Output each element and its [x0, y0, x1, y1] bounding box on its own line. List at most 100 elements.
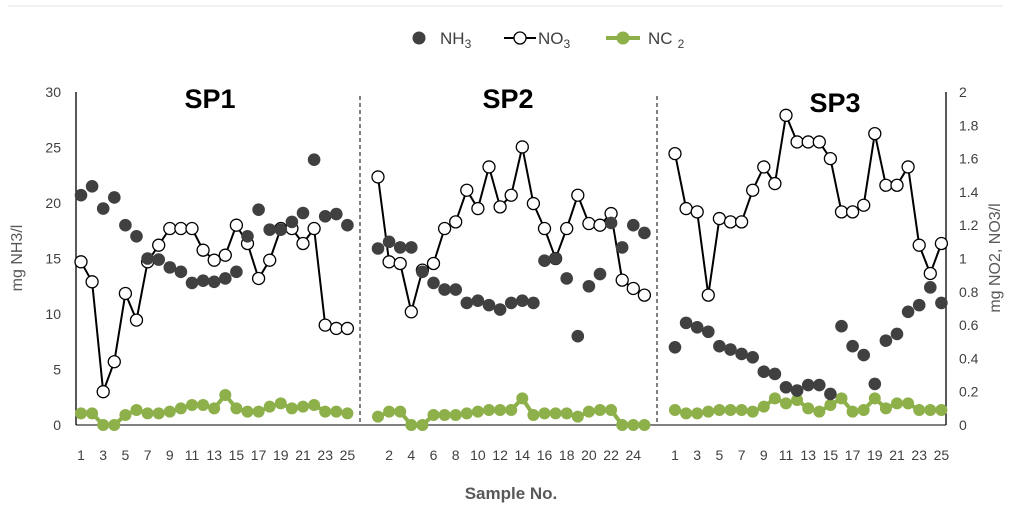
nc2-point: [108, 419, 121, 431]
nc2-point: [538, 407, 551, 420]
nh3-point: [924, 281, 937, 294]
no3-point: [163, 221, 177, 236]
x-tick-label: 14: [515, 447, 531, 463]
nc2-point: [197, 399, 210, 412]
nc2-point: [638, 419, 651, 431]
nc2-point: [372, 410, 384, 423]
nc2-point: [174, 402, 187, 415]
no3-point: [768, 176, 782, 191]
x-tick-label: 15: [823, 447, 839, 463]
no3-point: [74, 255, 88, 269]
nc2-point: [208, 402, 221, 415]
no3-point: [923, 266, 937, 281]
x-tick-label: 2: [385, 447, 393, 463]
legend-no3-label: NO3: [538, 29, 571, 51]
nc2-point: [824, 399, 837, 412]
nh3-point: [252, 203, 265, 216]
nh3-point: [405, 241, 418, 254]
no3-point: [371, 170, 385, 184]
x-axis-title: Sample No.: [465, 484, 558, 503]
right-y-tick-label: 1.8: [959, 117, 979, 133]
nc2-point: [297, 400, 309, 413]
no3-point: [690, 205, 704, 219]
no3-point: [515, 140, 529, 154]
nc2-point: [571, 410, 584, 423]
nc2-point: [669, 404, 681, 417]
left-y-ticks: 0 5 10 15 20 25 30: [45, 84, 61, 433]
nc2-point: [341, 407, 354, 420]
no3-point: [404, 305, 418, 319]
x-tick-label: 18: [559, 447, 575, 463]
no3-point: [757, 160, 771, 174]
nh3-point: [538, 254, 551, 268]
nh3-point: [285, 215, 299, 229]
no3-point: [823, 151, 838, 166]
no3-point: [152, 238, 166, 252]
nh3-point: [702, 325, 715, 339]
nh3-point: [582, 279, 596, 293]
no3-point: [185, 221, 199, 236]
no3-point: [868, 126, 882, 141]
nh3-point: [935, 296, 948, 310]
no3-point: [537, 221, 552, 236]
nc2-point: [274, 397, 287, 410]
no3-point: [85, 275, 99, 289]
no3-point: [912, 238, 926, 252]
no3-point: [560, 221, 574, 236]
nh3-point: [604, 216, 618, 230]
x-tick-label: 17: [251, 447, 267, 463]
x-tick-label: 15: [229, 447, 245, 463]
no3-point: [296, 236, 310, 251]
nh3-point: [735, 347, 748, 361]
nc2-point: [219, 389, 232, 402]
nc2-point: [846, 405, 859, 418]
x-tick-label: 10: [470, 447, 486, 463]
panel-title: SP3: [809, 88, 860, 118]
right-y-tick-label: 1: [959, 251, 967, 267]
x-tick-label: 7: [738, 447, 746, 463]
nh3-point: [890, 327, 904, 341]
legend-nh3-marker: [412, 31, 426, 45]
nh3-point: [571, 329, 585, 343]
no3-point: [504, 188, 518, 202]
nc2-point: [75, 407, 87, 420]
no3-point: [734, 215, 749, 229]
x-tick-label: 6: [430, 447, 438, 463]
nh3-point: [835, 319, 848, 333]
nh3-point: [516, 294, 529, 307]
nc2-point: [141, 407, 154, 420]
nc2-point: [230, 402, 243, 415]
x-tick-label: 22: [603, 447, 619, 463]
nc2-point: [130, 404, 143, 417]
nc2-point: [405, 419, 418, 431]
nh3-point: [912, 298, 926, 312]
x-tick-label: 11: [185, 447, 200, 463]
no3-point: [382, 255, 396, 269]
nh3-point: [85, 180, 99, 193]
nh3-point: [757, 365, 771, 379]
x-tick-label: 11: [779, 447, 794, 463]
nh3-point: [152, 253, 165, 266]
nh3-point: [318, 210, 332, 223]
x-tick-label: 1: [77, 447, 85, 463]
nc2-point: [680, 407, 693, 420]
right-y-tick-label: 1.6: [959, 151, 979, 167]
left-y-tick-label: 0: [53, 417, 61, 433]
nh3-point: [438, 283, 451, 296]
nh3-point: [427, 276, 440, 290]
nc2-point: [780, 397, 792, 410]
nh3-point: [527, 296, 540, 310]
x-tick-label: 13: [206, 447, 222, 463]
nh3-point: [679, 316, 693, 330]
no3-point: [329, 321, 343, 336]
no3-point: [174, 221, 188, 236]
nc2-point: [560, 407, 573, 420]
nh3-point: [219, 272, 232, 285]
right-y-tick-label: 0.2: [959, 384, 979, 400]
no3-point: [879, 178, 893, 192]
no3-point: [251, 271, 266, 286]
nc2-point: [263, 400, 276, 413]
no3-point: [779, 108, 793, 122]
no3-point: [571, 188, 585, 202]
